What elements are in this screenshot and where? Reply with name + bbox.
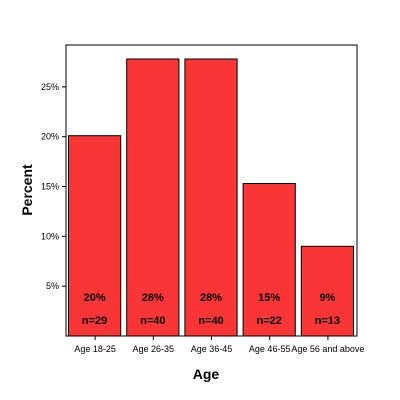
bar-percent-label-4: 15% — [258, 292, 280, 304]
y-tick-label-4: 20% — [41, 132, 59, 142]
bar-percent-label-2: 28% — [142, 292, 164, 304]
bar-count-label-1: n=29 — [82, 315, 107, 327]
bar-count-label-2: n=40 — [140, 315, 165, 327]
x-tick-label-5: Age 56 and above — [291, 344, 364, 354]
y-axis: 5% 10% 15% 20% 25% — [41, 82, 66, 291]
x-tick-label-4: Age 46-55 — [249, 344, 291, 354]
y-tick-label-5: 25% — [41, 82, 59, 92]
bar-count-label-4: n=22 — [257, 315, 282, 327]
x-tick-label-3: Age 36-45 — [191, 344, 233, 354]
bar-3 — [184, 58, 238, 337]
x-tick-label-1: Age 18-25 — [74, 344, 116, 354]
x-tick-label-2: Age 26-35 — [133, 344, 175, 354]
bar-4 — [242, 183, 296, 337]
y-tick-label-1: 5% — [46, 281, 59, 291]
bar-2 — [126, 58, 180, 337]
bar-count-label-5: n=13 — [315, 315, 340, 327]
y-tick-label-3: 15% — [41, 182, 59, 192]
bar-percent-label-1: 20% — [84, 292, 106, 304]
bars-group: 20% n=29 28% n=40 28% n=40 15% n=22 9% n=13 — [68, 58, 354, 337]
bar-1 — [68, 135, 122, 337]
y-tick-label-2: 10% — [41, 231, 59, 241]
bar-5 — [300, 245, 354, 337]
bar-percent-label-5: 9% — [319, 292, 335, 304]
x-axis-title: Age — [193, 366, 220, 382]
x-axis: Age 18-25 Age 26-35 Age 36-45 Age 46-55 Age … — [74, 336, 364, 354]
bar-percent-label-3: 28% — [200, 292, 222, 304]
bar-count-label-3: n=40 — [198, 315, 223, 327]
y-axis-title: Percent — [19, 164, 35, 216]
